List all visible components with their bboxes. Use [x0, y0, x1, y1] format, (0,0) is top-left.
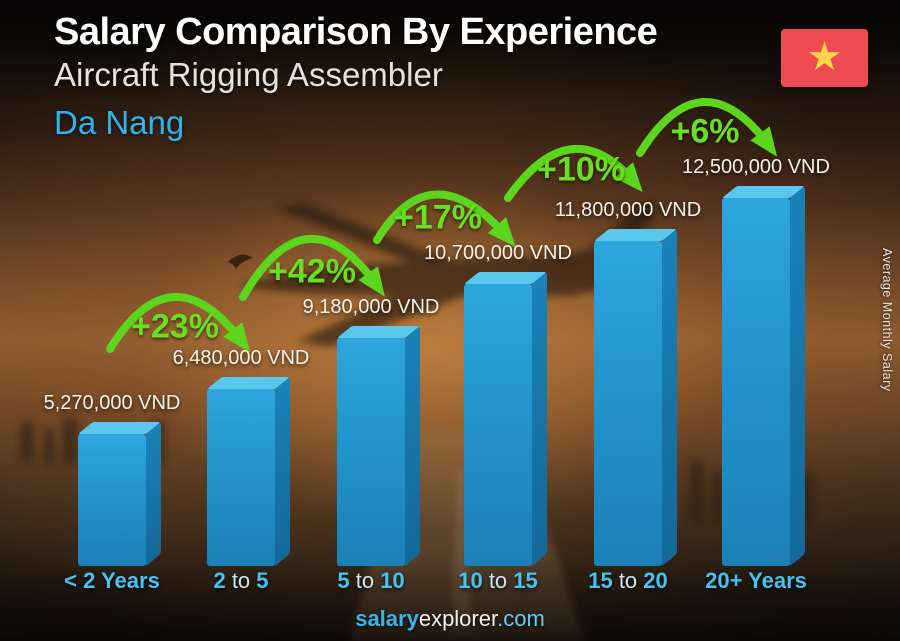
- bar-side-face: [790, 185, 805, 566]
- bar-20-years[interactable]: [722, 185, 805, 566]
- x-label-segment-bold: 10: [458, 568, 483, 593]
- header: Salary Comparison By Experience Aircraft…: [54, 10, 658, 142]
- arrow-head-icon: [750, 126, 778, 157]
- salary-value-label: 9,180,000 VND: [302, 296, 440, 318]
- y-axis-label: Average Monthly Salary: [880, 248, 894, 392]
- x-label-segment: to: [225, 568, 257, 593]
- site-domain: .com: [497, 606, 545, 631]
- x-label-segment: to: [349, 568, 381, 593]
- bar-front-face: [207, 389, 275, 566]
- x-label-segment-bold: 10: [380, 568, 405, 593]
- percent-change-label: +10%: [537, 150, 625, 189]
- bar-10-to-15[interactable]: [464, 271, 547, 566]
- x-label-20-years: 20+ Years: [671, 568, 841, 594]
- x-label-segment-bold: < 2 Years: [64, 568, 160, 593]
- site-brand-rest: explorer: [418, 606, 498, 631]
- job-title: Aircraft Rigging Assembler: [54, 56, 443, 93]
- arrow-head-icon: [358, 266, 385, 297]
- bar-side-face: [532, 271, 547, 566]
- page-title: Salary Comparison By Experience: [54, 11, 658, 53]
- site-link[interactable]: salaryexplorer.com: [355, 606, 545, 631]
- bar-side-face: [275, 376, 290, 566]
- percent-change-label: +17%: [394, 198, 482, 237]
- bar-2-years[interactable]: [78, 421, 161, 566]
- x-label-segment-bold: 20: [643, 568, 668, 593]
- site-brand-bold: salary: [355, 606, 419, 631]
- x-label-segment-bold: 15: [588, 568, 613, 593]
- x-label-segment-bold: 5: [256, 568, 269, 593]
- bar-5-to-10[interactable]: [337, 325, 420, 566]
- bar-15-to-20[interactable]: [594, 228, 677, 566]
- salary-value-label: 6,480,000 VND: [172, 347, 310, 369]
- footer: salaryexplorer.com: [0, 606, 900, 632]
- vietnam-flag-icon: ★: [781, 29, 868, 87]
- salary-value-label: 11,800,000 VND: [554, 199, 702, 221]
- city-name: Da Nang: [54, 104, 185, 141]
- x-label-segment-bold: 20+ Years: [705, 568, 807, 593]
- salary-value-label: 5,270,000 VND: [43, 392, 181, 414]
- percent-change-label: +42%: [268, 252, 356, 291]
- x-label-segment-bold: 5: [337, 568, 350, 593]
- star-icon: ★: [806, 35, 843, 79]
- x-label-segment-bold: 15: [513, 568, 538, 593]
- bar-2-to-5[interactable]: [207, 376, 290, 566]
- percent-change-label: +23%: [131, 307, 219, 346]
- bar-front-face: [337, 338, 405, 566]
- bar-front-face: [464, 284, 532, 566]
- bar-front-face: [78, 434, 146, 566]
- salary-value-label: 10,700,000 VND: [424, 242, 572, 264]
- bar-side-face: [662, 228, 677, 566]
- x-label-segment-bold: 2: [213, 568, 226, 593]
- x-label-segment: to: [482, 568, 514, 593]
- bar-side-face: [146, 421, 161, 566]
- bar-front-face: [722, 198, 790, 566]
- x-label-segment: to: [612, 568, 644, 593]
- percent-change-label: +6%: [670, 112, 740, 151]
- bar-front-face: [594, 241, 662, 566]
- bar-side-face: [405, 325, 420, 566]
- salary-value-label: 12,500,000 VND: [682, 156, 830, 178]
